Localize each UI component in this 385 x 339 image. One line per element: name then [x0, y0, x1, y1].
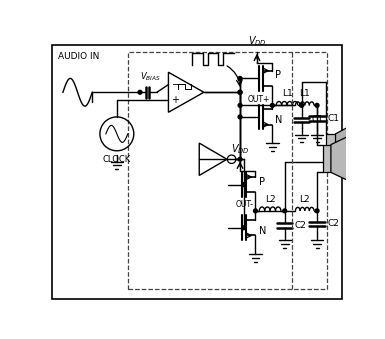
Text: P: P — [275, 70, 281, 80]
Circle shape — [238, 103, 242, 107]
Circle shape — [242, 226, 246, 230]
Text: AUDIO IN: AUDIO IN — [59, 52, 100, 61]
Circle shape — [283, 209, 286, 213]
Circle shape — [242, 183, 246, 186]
Text: $V_{DD}$: $V_{DD}$ — [248, 35, 266, 48]
Circle shape — [270, 103, 274, 107]
Circle shape — [315, 103, 319, 107]
Polygon shape — [335, 123, 355, 172]
Text: C2: C2 — [327, 219, 339, 228]
Circle shape — [315, 209, 319, 213]
Text: L1: L1 — [282, 89, 292, 98]
Text: +: + — [171, 95, 179, 105]
Bar — [128, 52, 327, 290]
Text: L2: L2 — [265, 195, 275, 204]
Circle shape — [238, 115, 242, 119]
Circle shape — [300, 103, 303, 107]
Text: P: P — [259, 177, 264, 186]
Bar — [326, 134, 335, 162]
Text: OUT+: OUT+ — [248, 95, 270, 104]
Circle shape — [253, 209, 257, 213]
Circle shape — [238, 91, 242, 94]
Text: N: N — [259, 226, 266, 236]
Bar — [323, 145, 331, 172]
Circle shape — [138, 91, 142, 94]
Circle shape — [238, 91, 242, 94]
Text: OUT-: OUT- — [235, 200, 253, 209]
Text: C1: C1 — [311, 116, 324, 124]
Text: L1: L1 — [300, 89, 310, 98]
Text: C2: C2 — [295, 221, 306, 230]
Text: L2: L2 — [300, 195, 310, 204]
Polygon shape — [331, 135, 350, 182]
Text: −: − — [171, 80, 180, 89]
Text: CLOCK: CLOCK — [103, 155, 131, 164]
Circle shape — [238, 157, 242, 161]
Circle shape — [238, 77, 242, 80]
Text: N: N — [275, 115, 283, 125]
Text: $V_{DD}$: $V_{DD}$ — [231, 142, 249, 156]
Text: C1: C1 — [327, 114, 339, 123]
Text: $V_{BIAS}$: $V_{BIAS}$ — [140, 71, 161, 83]
